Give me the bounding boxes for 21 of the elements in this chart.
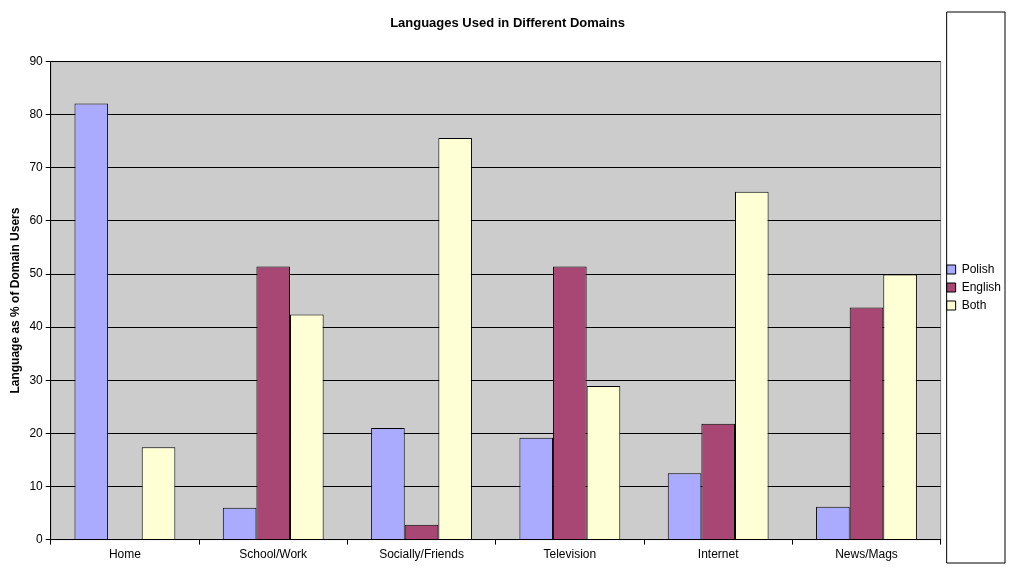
chart-title: Languages Used in Different Domains bbox=[390, 15, 625, 31]
legend-label: English bbox=[961, 279, 1001, 294]
x-tick-label: Internet bbox=[697, 547, 740, 562]
y-axis-title: Language as % of Domain Users bbox=[7, 207, 22, 394]
legend-label: Polish bbox=[961, 261, 995, 276]
x-tick-label: School/Work bbox=[239, 547, 309, 562]
y-tick-label: 50 bbox=[29, 266, 44, 281]
x-tick-label: Socially/Friends bbox=[379, 547, 464, 562]
y-tick-label: 60 bbox=[29, 213, 44, 228]
y-tick-label: 40 bbox=[29, 319, 44, 334]
y-tick-label: 30 bbox=[29, 372, 44, 387]
y-tick-label: 10 bbox=[29, 478, 44, 493]
y-tick-label: 0 bbox=[36, 531, 44, 546]
y-tick-label: 80 bbox=[29, 107, 44, 122]
x-tick-label: Television bbox=[543, 547, 597, 562]
y-tick-label: 70 bbox=[29, 160, 44, 175]
y-tick-label: 90 bbox=[29, 53, 44, 68]
x-tick-label: News/Mags bbox=[835, 547, 898, 562]
x-tick-label: Home bbox=[108, 547, 142, 562]
y-tick-label: 20 bbox=[29, 425, 44, 440]
legend-label: Both bbox=[961, 297, 987, 312]
